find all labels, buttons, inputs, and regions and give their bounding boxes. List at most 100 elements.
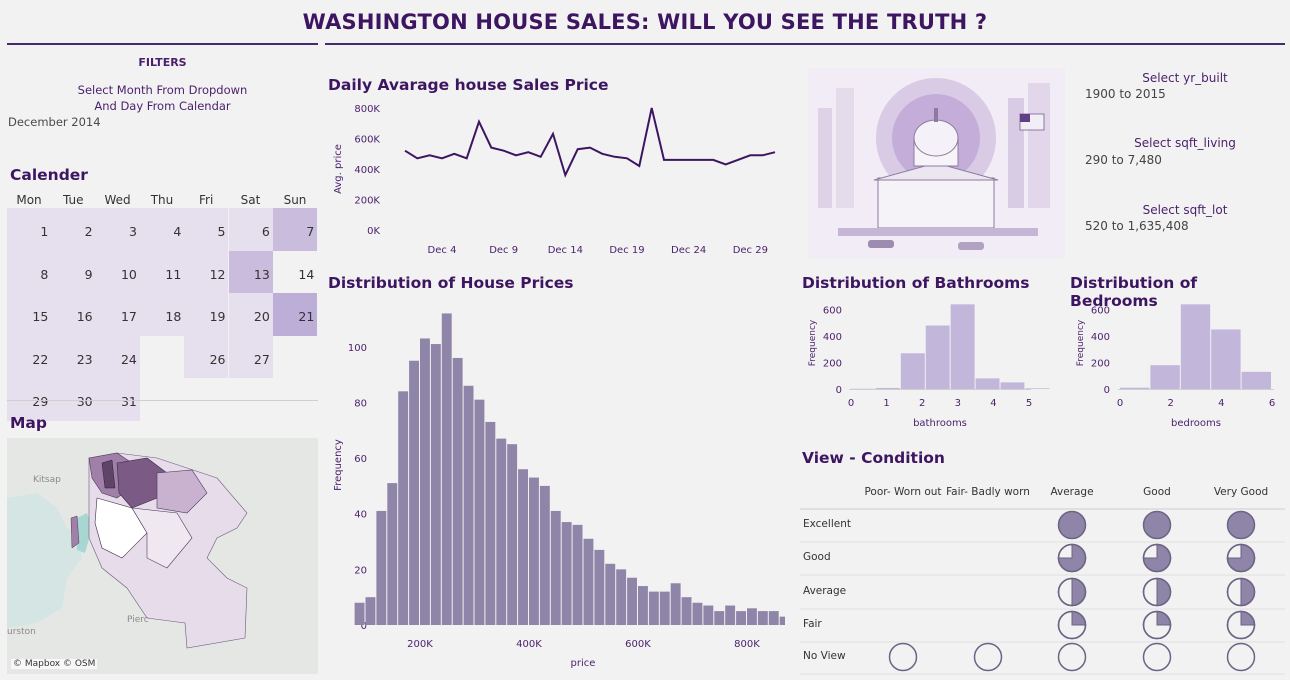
view-condition-pie[interactable] xyxy=(1057,642,1087,672)
sqft-lot-filter-value[interactable]: 520 to 1,635,408 xyxy=(1085,219,1189,233)
bath_hist-bar[interactable] xyxy=(900,353,925,389)
line-point[interactable] xyxy=(550,131,556,137)
price-hist-bar[interactable] xyxy=(779,616,785,625)
price-hist-bar[interactable] xyxy=(441,313,452,625)
calendar-day-8[interactable]: 8 xyxy=(7,250,52,293)
calendar-day-21[interactable]: 21 xyxy=(273,293,318,336)
view-condition-pie[interactable] xyxy=(1142,642,1172,672)
calendar-day-23[interactable]: 23 xyxy=(51,335,96,378)
calendar-day-3[interactable]: 3 xyxy=(95,208,140,251)
line-point[interactable] xyxy=(525,149,531,155)
line-point[interactable] xyxy=(451,151,457,157)
price-hist-bar[interactable] xyxy=(703,605,714,625)
line-point[interactable] xyxy=(747,152,753,158)
price-hist-bar[interactable] xyxy=(354,602,365,625)
sqft-lot-filter-label[interactable]: Select sqft_lot xyxy=(1142,203,1228,217)
price-hist-bar[interactable] xyxy=(485,421,496,625)
price-hist-bar[interactable] xyxy=(496,438,507,625)
calendar-day-24[interactable]: 24 xyxy=(95,335,140,378)
line-point[interactable] xyxy=(488,145,494,151)
line-point[interactable] xyxy=(661,157,667,163)
price-hist-bar[interactable] xyxy=(387,483,398,625)
bed_hist-bar[interactable] xyxy=(1180,304,1211,389)
calendar-day-7[interactable]: 7 xyxy=(273,208,318,251)
price-hist-bar[interactable] xyxy=(507,444,518,625)
price-hist-bar[interactable] xyxy=(583,538,594,625)
line-point[interactable] xyxy=(587,145,593,151)
view-condition-pie[interactable] xyxy=(1142,610,1172,640)
calendar-day-16[interactable]: 16 xyxy=(51,293,96,336)
price-hist-bar[interactable] xyxy=(452,357,463,625)
calendar-day-9[interactable]: 9 xyxy=(51,250,96,293)
view-condition-pie[interactable] xyxy=(1226,510,1256,540)
price-hist-bar[interactable] xyxy=(474,399,485,625)
bath_hist-bar[interactable] xyxy=(925,325,950,389)
view-condition-pie[interactable] xyxy=(973,642,1003,672)
calendar-day-14[interactable]: 14 xyxy=(298,266,315,282)
calendar-day-10[interactable]: 10 xyxy=(95,250,140,293)
view-condition-pie[interactable] xyxy=(888,642,918,672)
view-condition-pie[interactable] xyxy=(1057,610,1087,640)
bath_hist-bar[interactable] xyxy=(975,378,1000,389)
view-condition-pie[interactable] xyxy=(1142,543,1172,573)
line-point[interactable] xyxy=(414,155,420,161)
view-condition-pie[interactable] xyxy=(1057,543,1087,573)
price-hist-bar[interactable] xyxy=(692,602,703,625)
view-condition-pie[interactable] xyxy=(1057,577,1087,607)
calendar-day-20[interactable]: 20 xyxy=(228,293,273,336)
price-hist-bar[interactable] xyxy=(463,385,474,625)
line-point[interactable] xyxy=(673,157,679,163)
sqft-living-filter-label[interactable]: Select sqft_living xyxy=(1134,136,1236,150)
calendar-day-1[interactable]: 1 xyxy=(7,208,52,251)
view-condition-pie[interactable] xyxy=(1226,577,1256,607)
calendar-day-18[interactable]: 18 xyxy=(140,293,185,336)
price-hist-bar[interactable] xyxy=(681,597,692,625)
view-condition-pie[interactable] xyxy=(1057,510,1087,540)
price-hist-bar[interactable] xyxy=(518,469,528,625)
price-hist-bar[interactable] xyxy=(376,510,387,625)
line-point[interactable] xyxy=(772,149,778,155)
price-hist-bar[interactable] xyxy=(409,360,419,625)
calendar-day-15[interactable]: 15 xyxy=(7,293,52,336)
price-hist-bar[interactable] xyxy=(365,597,376,625)
yr-built-filter-value[interactable]: 1900 to 2015 xyxy=(1085,87,1166,101)
line-point[interactable] xyxy=(710,157,716,163)
bed_hist-bar[interactable] xyxy=(1120,387,1150,389)
bath_hist-bar[interactable] xyxy=(950,304,975,389)
line-point[interactable] xyxy=(538,154,544,160)
line-point[interactable] xyxy=(575,146,581,152)
view-condition-pie[interactable] xyxy=(1226,543,1256,573)
line-point[interactable] xyxy=(464,155,470,161)
line-point[interactable] xyxy=(760,152,766,158)
line-point[interactable] xyxy=(513,152,519,158)
price-hist-bar[interactable] xyxy=(616,569,627,625)
calendar-day-19[interactable]: 19 xyxy=(184,293,229,336)
calendar-day-22[interactable]: 22 xyxy=(7,335,52,378)
line-point[interactable] xyxy=(476,119,482,125)
calendar-day-31[interactable]: 31 xyxy=(95,378,140,421)
month-dropdown[interactable]: December 2014 xyxy=(8,115,101,129)
bath_hist-bar[interactable] xyxy=(1000,382,1025,389)
bath_hist-bar[interactable] xyxy=(875,387,900,389)
view-condition-pie[interactable] xyxy=(1142,577,1172,607)
price-hist-bar[interactable] xyxy=(714,611,725,625)
map-panel[interactable]: Kitsap Pierc urston © Mapbox © OSM xyxy=(7,438,318,674)
line-point[interactable] xyxy=(636,163,642,169)
line-point[interactable] xyxy=(599,151,605,157)
calendar-day-6[interactable]: 6 xyxy=(228,208,273,251)
price-hist-bar[interactable] xyxy=(648,591,659,625)
calendar-day-27[interactable]: 27 xyxy=(228,335,273,378)
price-hist-bar[interactable] xyxy=(529,477,539,625)
line-point[interactable] xyxy=(723,161,729,167)
price-hist-bar[interactable] xyxy=(550,510,561,625)
price-hist-bar[interactable] xyxy=(420,338,430,625)
view-condition-pie[interactable] xyxy=(1226,642,1256,672)
price-hist-bar[interactable] xyxy=(430,344,441,625)
price-hist-bar[interactable] xyxy=(594,549,605,625)
price-hist-bar[interactable] xyxy=(747,608,757,625)
price-hist-bar[interactable] xyxy=(757,611,768,625)
price-hist-bar[interactable] xyxy=(572,524,583,625)
price-hist-bar[interactable] xyxy=(725,605,736,625)
line-point[interactable] xyxy=(624,155,630,161)
calendar-day-11[interactable]: 11 xyxy=(140,250,185,293)
